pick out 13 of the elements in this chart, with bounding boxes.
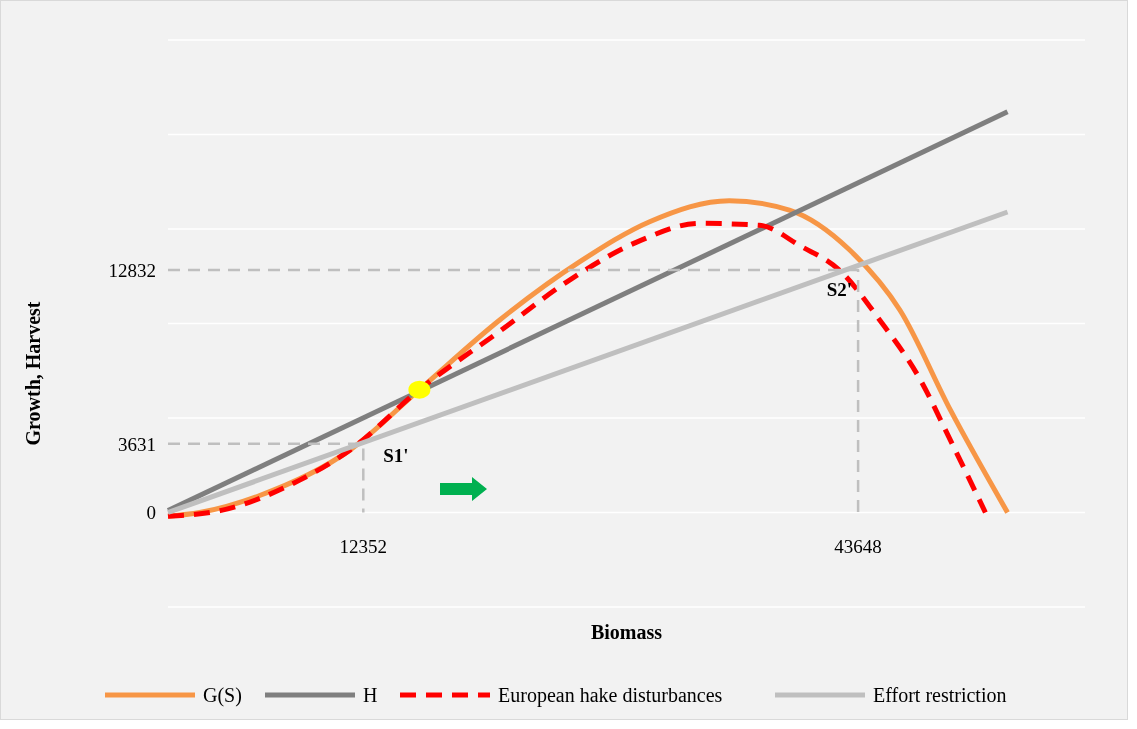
x-tick-label: 12352 (339, 535, 388, 557)
legend-label: G(S) (203, 684, 242, 707)
y-tick-label: 12832 (108, 259, 156, 281)
legend-label: European hake disturbances (498, 684, 723, 707)
y-axis-title: Growth, Harvest (22, 301, 44, 446)
legend-label: Effort restriction (873, 684, 1007, 706)
y-tick-label: 0 (146, 502, 156, 524)
x-tick-label: 43648 (834, 535, 882, 557)
annotation: S1' (383, 444, 409, 466)
annotation: S2' (826, 278, 853, 300)
x-axis-title: Biomass (590, 621, 663, 643)
legend-label: H (363, 684, 378, 706)
y-tick-label: 3631 (118, 433, 156, 455)
